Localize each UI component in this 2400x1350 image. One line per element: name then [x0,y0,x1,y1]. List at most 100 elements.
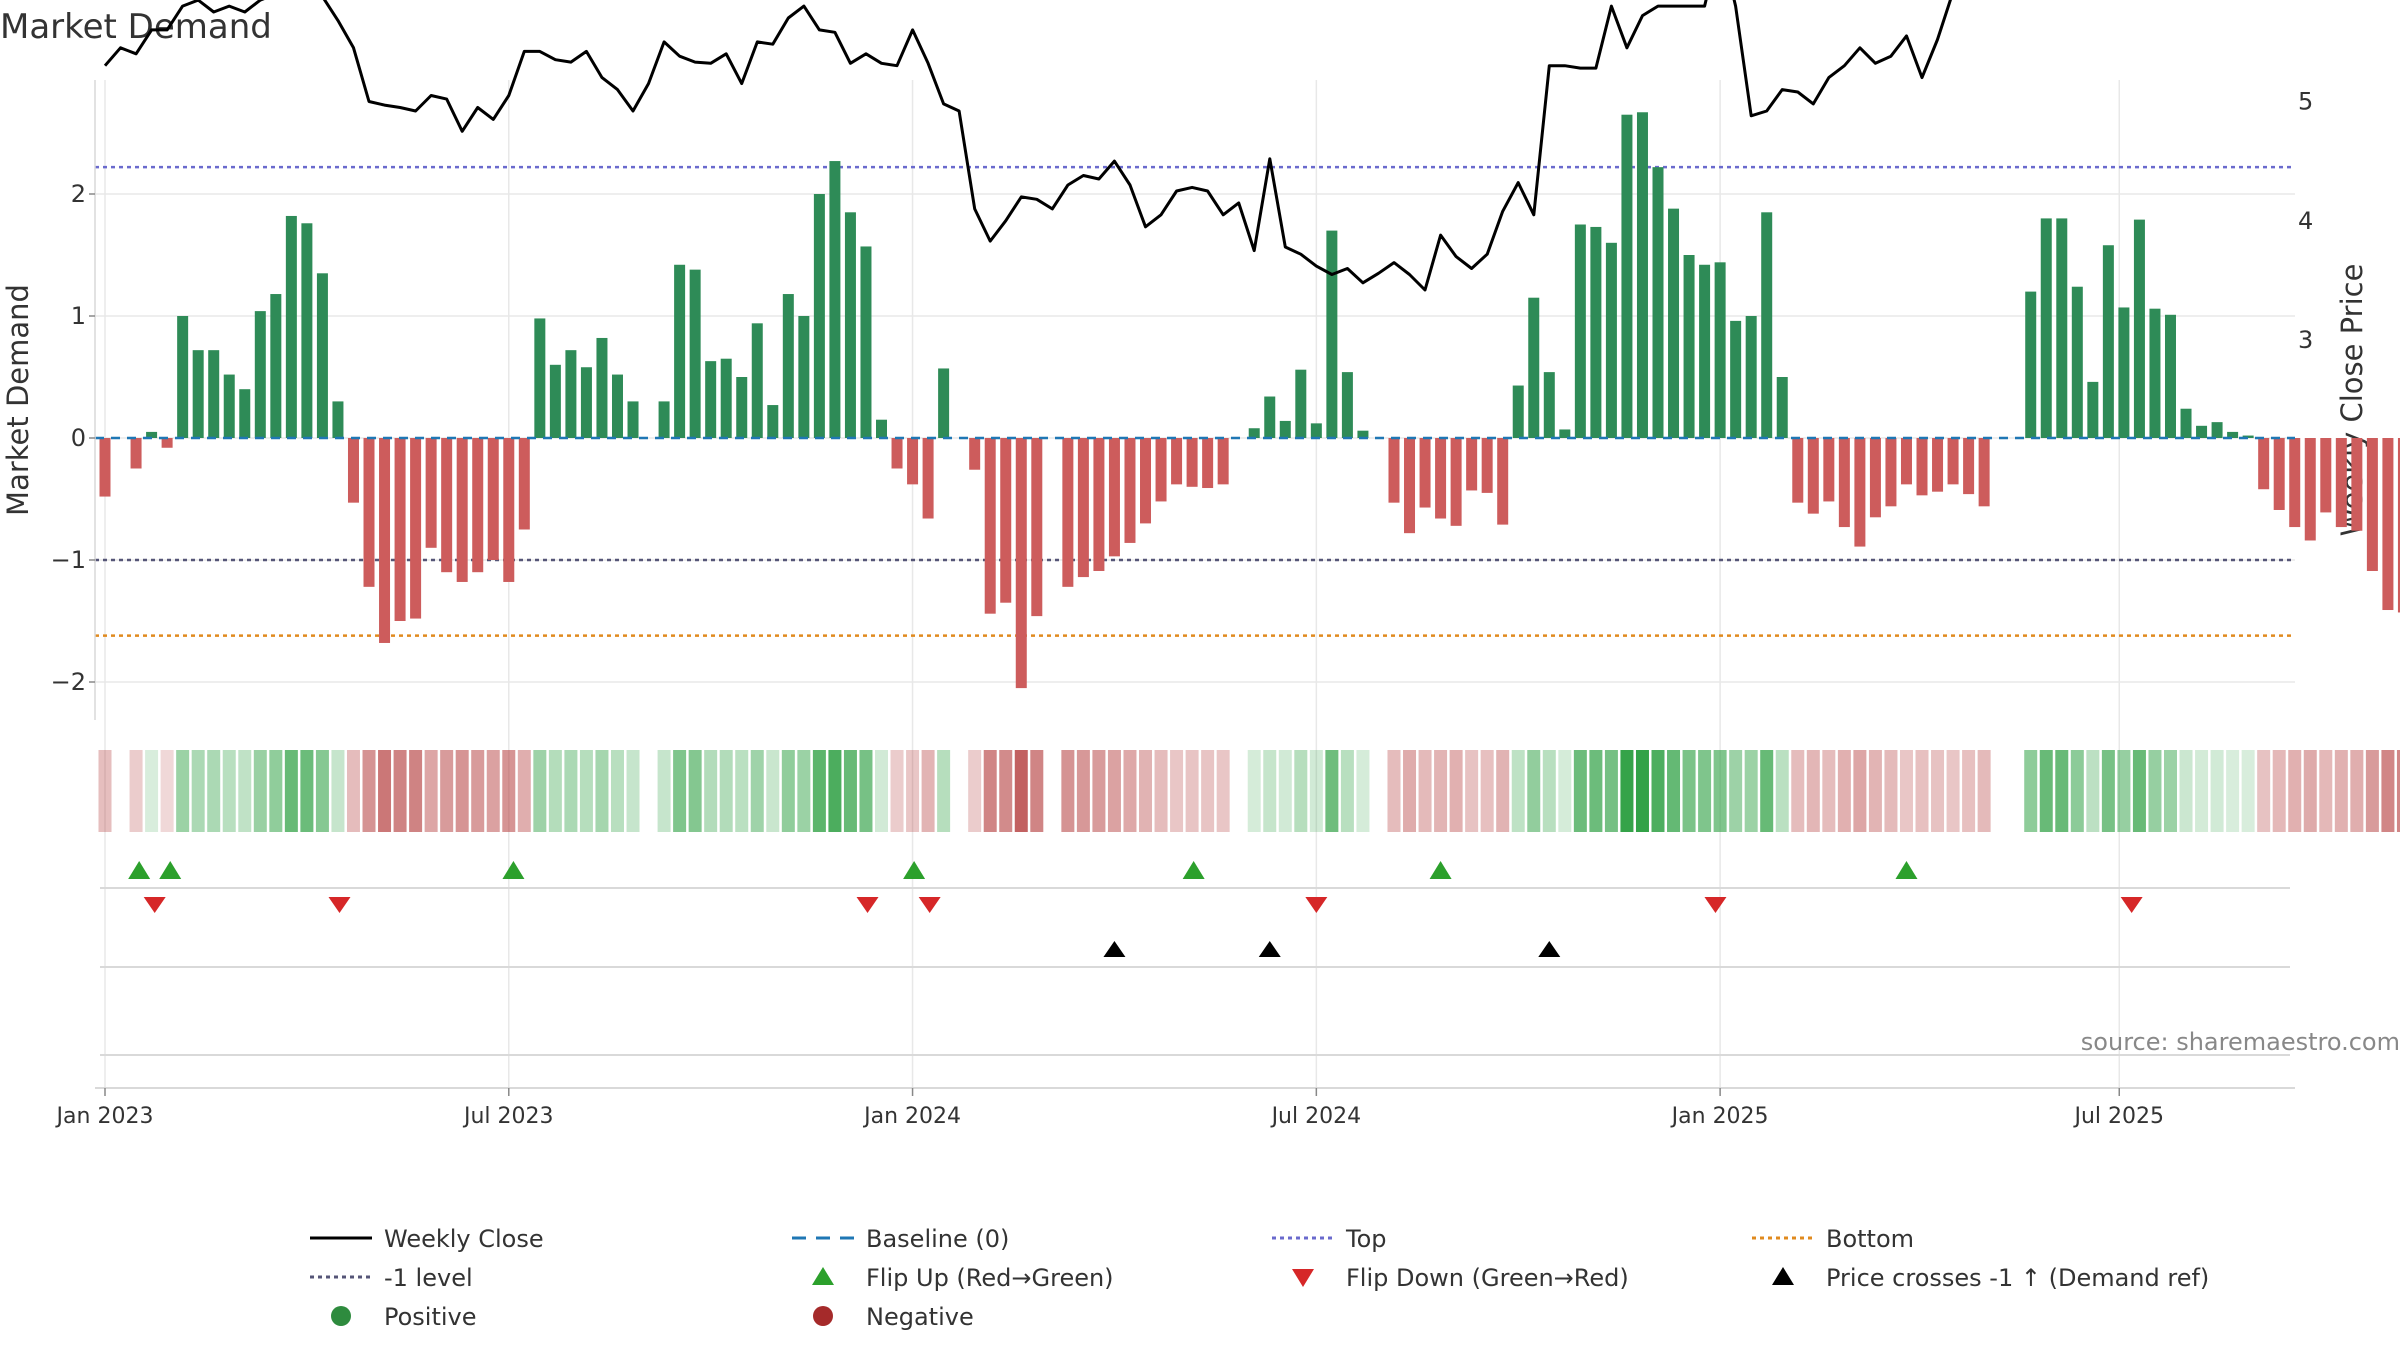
heat-cell [1309,750,1323,832]
heat-cell [1946,750,1960,832]
heat-cell [2086,750,2100,832]
heat-cell [1263,750,1277,832]
demand-bar [1823,438,1835,502]
heat-cell [2257,750,2271,832]
heat-cell [1931,750,1945,832]
heat-cell [1480,750,1494,832]
demand-bar [860,246,872,438]
demand-bar [1745,316,1757,438]
heat-cell [1822,750,1836,832]
heat-cell [424,750,438,832]
legend-swatch [813,1306,833,1326]
demand-bar [99,438,111,497]
demand-bar [270,294,282,438]
heat-cell [906,750,920,832]
demand-bar [736,377,748,438]
demand-bar [146,431,158,438]
demand-bar [1481,438,1493,493]
heat-cell [486,750,500,832]
demand-heat-strip [98,750,2400,832]
heat-cell [1542,750,1556,832]
demand-bar [1574,224,1586,438]
heat-cell [502,750,516,832]
price-series [103,0,1952,292]
demand-bar [1807,438,1819,514]
demand-bar [1792,438,1804,503]
demand-bar [379,438,391,643]
heat-cell [579,750,593,832]
demand-bar [1248,428,1260,438]
heat-cell [2272,750,2286,832]
demand-bar [1108,438,1120,557]
heat-cell [1061,750,1075,832]
demand-bar [1326,230,1338,438]
demand-bar [1512,385,1524,438]
demand-bar [425,438,437,548]
demand-bar [2382,438,2394,611]
demand-bar [1357,430,1369,438]
demand-bar [1636,112,1648,438]
demand-bar [2025,291,2037,438]
heat-cell [1185,750,1199,832]
demand-bar [674,264,686,438]
demand-bar [1217,438,1229,485]
demand-bar [518,438,530,530]
heat-cell [1387,750,1401,832]
demand-bar [534,318,546,438]
heat-cell [2195,750,2209,832]
source-label: source: sharemaestro.com [2081,1028,2400,1056]
demand-bar [161,438,173,448]
legend-swatch [812,1267,834,1285]
demand-bar [1869,438,1881,518]
demand-bar [2227,431,2239,438]
price-line [103,0,1952,292]
heat-cell [1977,750,1991,832]
demand-bar [658,401,670,438]
heat-cell [983,750,997,832]
demand-bar [922,438,934,519]
heat-cell [2350,750,2364,832]
heat-cell [191,750,205,832]
heat-cell [2070,750,2084,832]
heat-cell [1899,750,1913,832]
heat-cell [1775,750,1789,832]
heat-cell [1760,750,1774,832]
demand-bar [1155,438,1167,502]
heat-cell [471,750,485,832]
heat-cell [284,750,298,832]
reference-lines [95,165,2295,637]
heat-cell [2179,750,2193,832]
price-cross-marker [1103,941,1126,957]
heat-cell [222,750,236,832]
demand-bar [751,323,763,438]
grid [95,80,2295,1088]
legend-label: Flip Up (Red→Green) [866,1264,1114,1292]
demand-bar [1963,438,1975,495]
demand-bar [1776,377,1788,438]
demand-bar [1000,438,1012,603]
heat-cell [1154,750,1168,832]
heat-cell [378,750,392,832]
heat-cell [1884,750,1898,832]
demand-bar [1543,372,1555,438]
heat-cell [2226,750,2240,832]
demand-bar [2289,438,2301,528]
heat-cell [1496,750,1510,832]
heat-cell [1744,750,1758,832]
heat-cell [1682,750,1696,832]
heat-cell [346,750,360,832]
demand-bar [1497,438,1509,525]
heat-cell [1030,750,1044,832]
x-axis: Jan 2023 Jul 2023 Jan 2024 Jul 2024 Jan 2025… [55,1087,2295,1129]
heat-cell [750,750,764,832]
demand-bar [1341,372,1353,438]
demand-bar [2335,438,2347,528]
demand-bar [2351,438,2363,531]
demand-bar [1559,429,1571,438]
heat-cell [781,750,795,832]
legend-label: Bottom [1826,1225,1914,1253]
demand-bar [1419,438,1431,508]
demand-bar [347,438,359,503]
heat-cell [2241,750,2255,832]
flip-up-marker [903,861,926,879]
